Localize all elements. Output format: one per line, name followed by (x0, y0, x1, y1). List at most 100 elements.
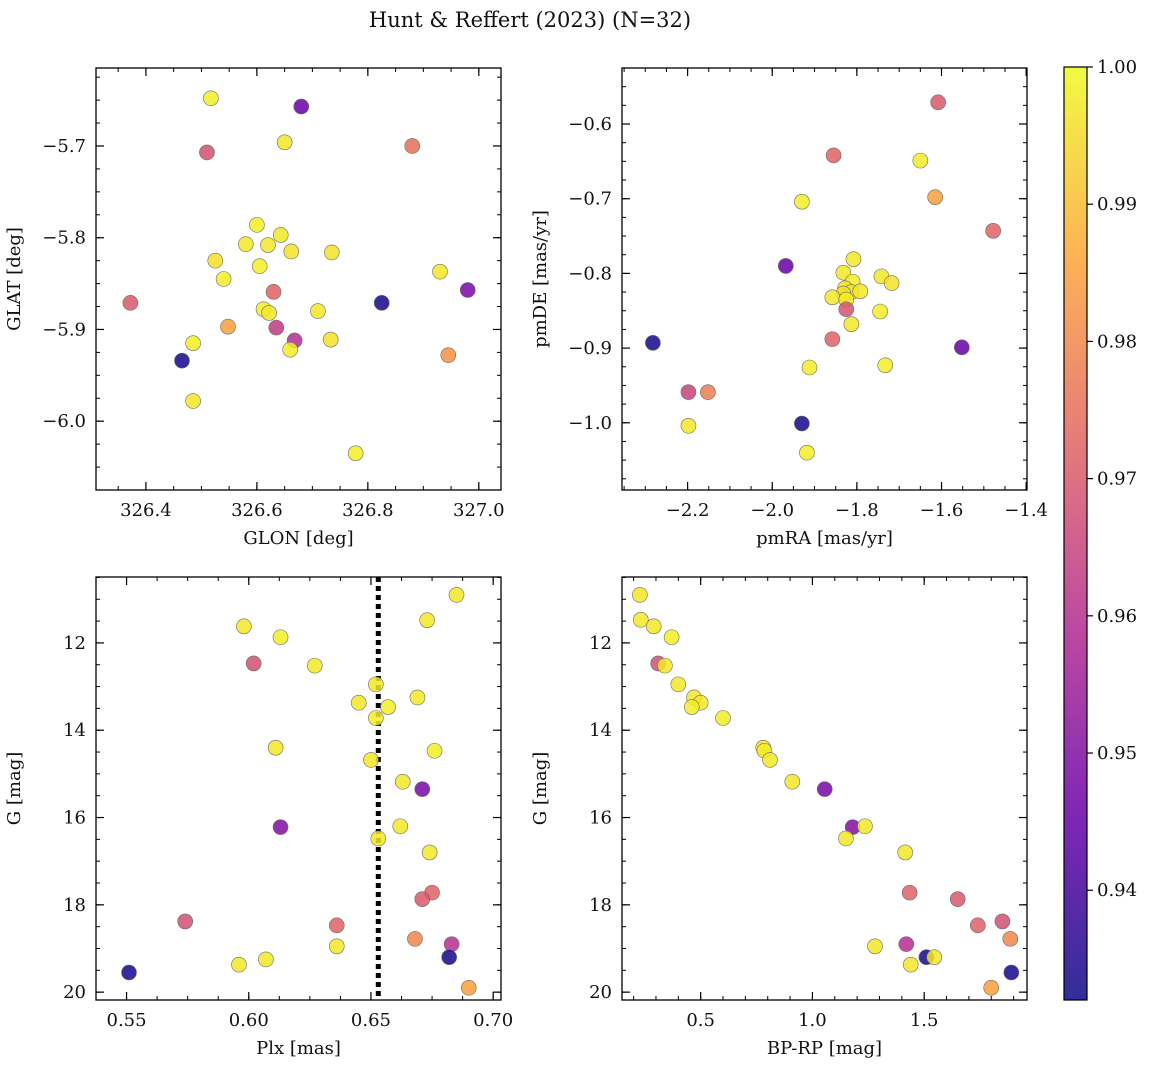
data-point (414, 781, 431, 797)
data-point (663, 629, 680, 646)
data-point (432, 263, 448, 280)
data-point (283, 243, 300, 260)
data-point (368, 710, 384, 726)
data-point (898, 936, 915, 952)
data-point (265, 284, 282, 300)
x-tick-label: −2.0 (750, 500, 794, 521)
data-point (268, 319, 285, 336)
data-point (867, 938, 883, 955)
x-tick-label: −2.2 (666, 500, 710, 521)
major-ticks (622, 577, 1027, 1000)
colorbar-gradient (1063, 66, 1088, 1001)
data-point (801, 359, 818, 376)
y-tick-label: 14 (589, 720, 612, 741)
y-tick-label: −6.0 (42, 411, 86, 432)
data-point (645, 618, 662, 635)
x-tick-label: −1.4 (1004, 500, 1048, 521)
x-tick-label: 326.6 (231, 500, 283, 521)
data-point (267, 739, 284, 756)
data-point (322, 331, 339, 348)
data-point (777, 258, 794, 274)
data-point (680, 417, 697, 434)
data-point (897, 844, 913, 861)
colorbar-tick-label: 1.00 (1097, 57, 1137, 78)
colorbar-tick-label: 0.95 (1097, 743, 1137, 764)
data-point (824, 331, 841, 347)
data-point (1003, 964, 1020, 981)
data-point (236, 618, 252, 635)
data-point (838, 301, 855, 318)
panel-p4: 0.5 1.0 1.5 12 14 16 18 20 BP-RP [mag] G [mag] (530, 576, 1028, 1059)
data-point (443, 936, 460, 952)
data-point (902, 956, 919, 973)
data-point (762, 752, 778, 768)
data-point (930, 94, 946, 111)
data-point (306, 657, 323, 674)
scatter-points (645, 94, 1001, 461)
data-point (380, 699, 396, 715)
y-axis-label: G [mag] (4, 752, 25, 825)
x-tick-label: 1.5 (910, 1010, 939, 1031)
data-point (670, 676, 687, 693)
data-point (970, 917, 986, 934)
x-tick-label: −1.8 (835, 500, 879, 521)
plot-area (96, 577, 501, 1000)
panel-p1: 326.4 326.6 326.8 327.0 −5.7 −5.8 −5.9 −6.0 GLON… (4, 67, 505, 549)
data-point (816, 781, 833, 797)
data-point (838, 830, 854, 847)
colorbar-tick-label: 0.96 (1097, 606, 1137, 627)
data-point (409, 689, 426, 706)
x-axis-label: pmRA [mas/yr] (756, 528, 893, 549)
y-tick-label: 18 (589, 895, 612, 916)
colorbar-tick-label: 0.97 (1097, 469, 1137, 490)
colorbar: 0.94 0.95 0.96 0.97 0.98 0.99 1.00 (1063, 57, 1137, 1001)
data-point (272, 629, 289, 646)
colorbar-tick-label: 0.99 (1097, 194, 1137, 215)
scatter-points (121, 587, 477, 996)
x-tick-label: 0.70 (473, 1010, 513, 1031)
data-point (207, 252, 224, 269)
data-point (877, 357, 894, 374)
data-point (426, 742, 443, 759)
y-tick-label: −0.7 (568, 189, 612, 210)
x-axis-label: BP-RP [mag] (767, 1038, 882, 1059)
data-point (328, 938, 345, 955)
x-tick-label: 326.8 (342, 500, 394, 521)
data-point (857, 818, 873, 835)
plot-frame (621, 576, 1028, 1001)
x-tick-label: 327.0 (453, 500, 505, 521)
data-point (174, 352, 190, 369)
data-point (715, 710, 731, 726)
x-axis-label: Plx [mas] (256, 1038, 341, 1059)
y-tick-label: −5.8 (42, 228, 86, 249)
y-tick-label: 12 (63, 633, 86, 654)
data-point (912, 152, 929, 169)
data-point (794, 415, 810, 432)
data-point (799, 444, 815, 461)
y-tick-label: 16 (63, 808, 86, 829)
data-point (392, 818, 409, 835)
plot-frame (95, 576, 502, 1001)
data-point (272, 819, 289, 835)
data-point (825, 147, 842, 164)
data-point (231, 956, 247, 973)
y-axis-label: G [mag] (530, 752, 551, 825)
x-tick-label: −1.6 (920, 500, 964, 521)
y-tick-label: −0.9 (568, 338, 612, 359)
data-point (901, 884, 918, 901)
y-axis-label: pmDE [mas/yr] (530, 210, 551, 348)
data-point (251, 258, 268, 274)
major-ticks (622, 68, 1027, 490)
plot-frame (95, 67, 502, 491)
data-point (824, 289, 841, 306)
colorbar-tick-label: 0.98 (1097, 331, 1137, 352)
scatter-points (122, 90, 476, 462)
data-point (784, 773, 801, 790)
y-tick-label: 20 (589, 982, 612, 1003)
x-tick-label: 326.4 (120, 500, 172, 521)
data-point (293, 98, 310, 115)
data-point (310, 303, 326, 319)
data-point (700, 384, 716, 400)
data-point (237, 236, 254, 252)
data-point (282, 341, 298, 358)
